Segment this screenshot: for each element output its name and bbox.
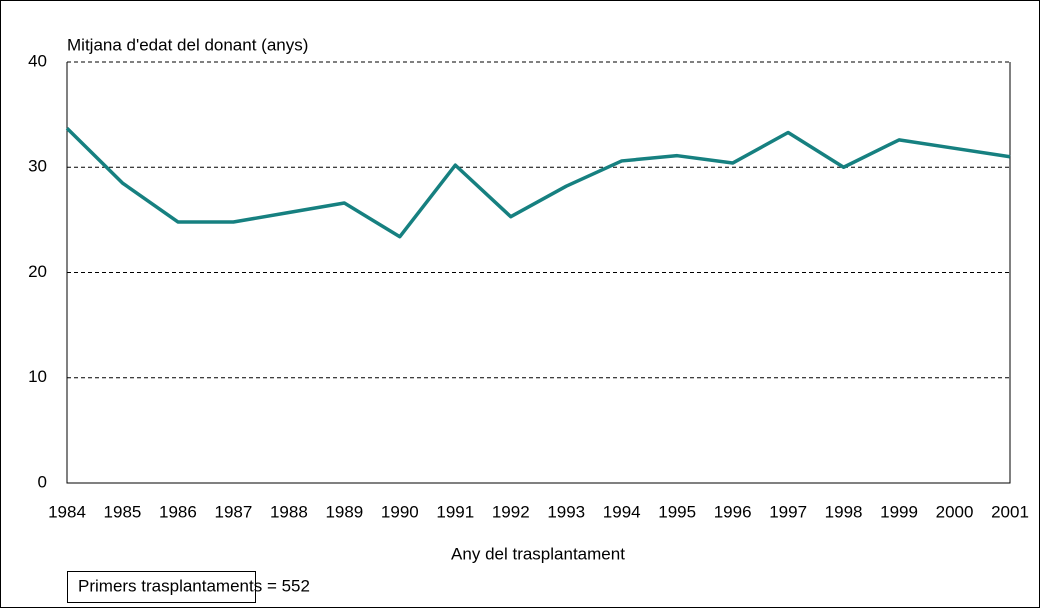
x-tick-label: 2001	[991, 502, 1029, 521]
x-tick-label: 1986	[159, 502, 197, 521]
x-tick-label: 2000	[936, 502, 974, 521]
y-axis-label: Mitjana d'edat del donant (anys)	[67, 35, 308, 54]
x-tick-label: 1999	[880, 502, 918, 521]
x-tick-label: 1984	[48, 502, 86, 521]
x-tick-label: 1990	[381, 502, 419, 521]
y-tick-label: 30	[28, 157, 47, 176]
y-tick-label: 40	[28, 51, 47, 70]
x-tick-label: 1993	[547, 502, 585, 521]
data-line	[65, 127, 1011, 239]
x-tick-label: 1988	[270, 502, 308, 521]
x-tick-label: 1998	[825, 502, 863, 521]
x-tick-label: 1995	[658, 502, 696, 521]
x-tick-label: 1987	[214, 502, 252, 521]
x-tick-label: 1996	[714, 502, 752, 521]
x-tick-label: 1991	[436, 502, 474, 521]
x-tick-label: 1989	[325, 502, 363, 521]
x-tick-label: 1985	[104, 502, 142, 521]
x-axis-label: Any del trasplantament	[451, 544, 625, 563]
plot-frame	[66, 62, 1011, 484]
annotation: Primers trasplantaments = 552	[78, 576, 310, 595]
y-tick-label: 20	[28, 262, 47, 281]
y-tick-label: 10	[28, 367, 47, 386]
x-tick-label: 1992	[492, 502, 530, 521]
y-tick-label: 0	[38, 472, 47, 491]
x-tick-label: 1997	[769, 502, 807, 521]
x-tick-label: 1994	[603, 502, 641, 521]
annotation-box	[67, 571, 256, 603]
